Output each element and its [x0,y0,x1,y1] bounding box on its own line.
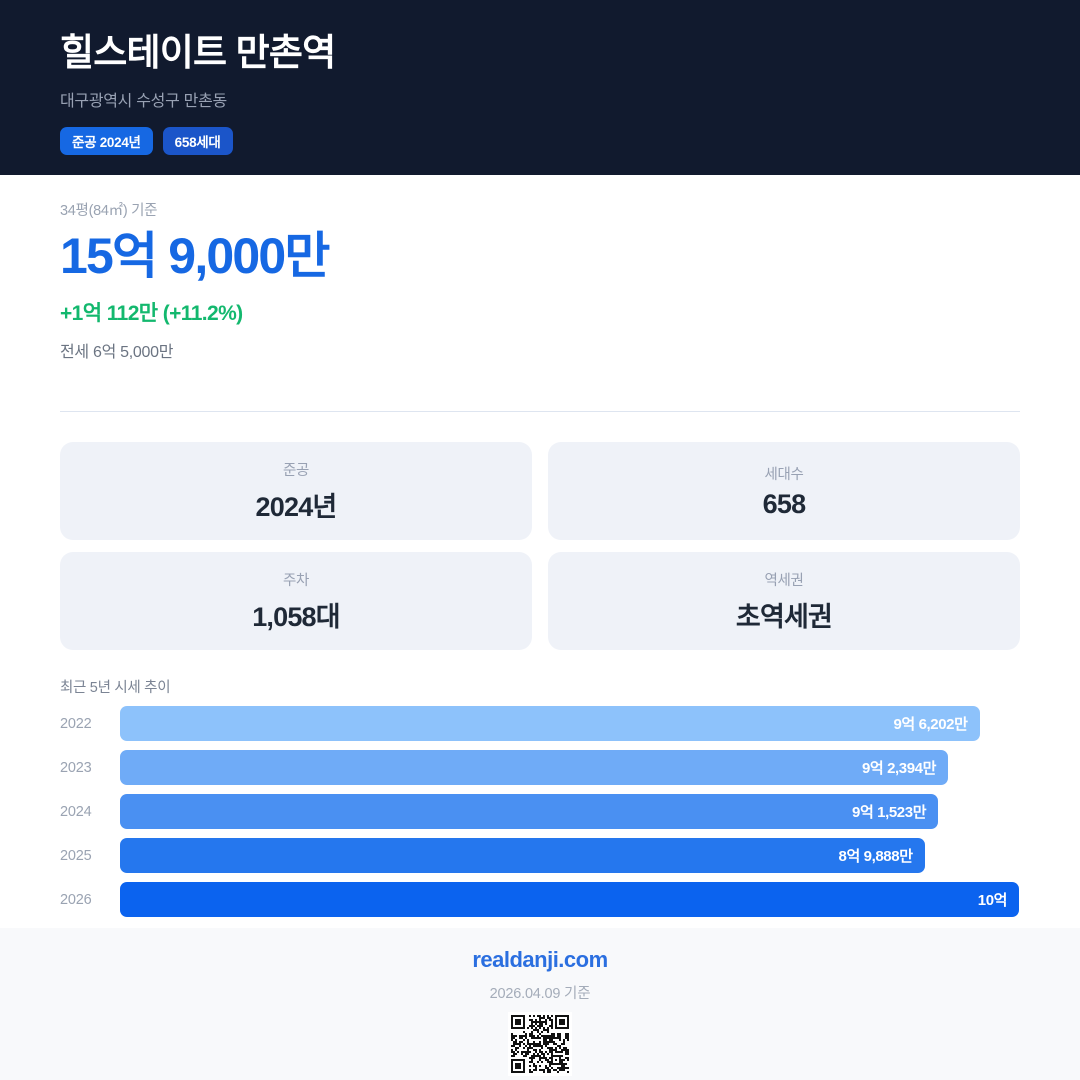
complex-name: 힐스테이트 만촌역 [60,32,336,73]
price-main-value: 15억 9,000만 [60,228,330,284]
price-section: 34평(84㎡) 기준 15억 9,000만 +1억 112만 (+11.2%)… [60,175,1020,362]
price-basis-label: 34평(84㎡) 기준 [60,203,158,219]
chart-bar-value-label: 10억 [977,892,1008,909]
section-divider [60,411,1020,412]
badge-completion-year: 준공 2024년 [60,127,153,156]
badge-group: 준공 2024년 658세대 [60,127,1020,156]
info-card-parking: 주차 1,058대 [60,552,532,650]
chart-bar-value-label: 9억 1,523만 [852,804,927,821]
chart-row-list: 2022 9억 6,202만 2023 9억 2,394만 2024 9억 1,523만 2… [60,706,1020,917]
chart-bar: 9억 1,523만 [120,794,939,829]
chart-bar-track: 9억 1,523만 [120,794,1020,829]
chart-row-year: 2024 [60,803,92,820]
info-card-value: 658 [762,488,806,519]
info-card-label: 주차 [282,572,310,589]
chart-row: 2024 9억 1,523만 [60,794,1020,829]
complex-address: 대구광역시 수성구 만촌동 [60,93,227,111]
info-card-label: 준공 [282,462,310,479]
info-card-completion: 준공 2024년 [60,442,532,540]
chart-row: 2025 8억 9,888만 [60,838,1020,873]
chart-bar-value-label: 8억 9,888만 [838,848,913,865]
chart-row-year: 2023 [60,759,92,776]
footer-reference-date: 2026.04.09 기준 [489,986,591,1002]
price-jeonse-value: 전세 6억 5,000만 [60,344,174,361]
info-card-label: 역세권 [764,572,804,589]
chart-title: 최근 5년 시세 추이 [60,680,171,696]
chart-bar-track: 9억 2,394만 [120,750,1020,785]
chart-row: 2022 9억 6,202만 [60,706,1020,741]
info-card-label: 세대수 [764,466,804,483]
footer: realdanji.com 2026.04.09 기준 [0,928,1080,1080]
chart-bar-track: 10억 [120,882,1020,917]
chart-bar: 9억 2,394만 [120,750,948,785]
body: 34평(84㎡) 기준 15억 9,000만 +1억 112만 (+11.2%)… [0,175,1080,928]
chart-bar-track: 9억 6,202만 [120,706,1020,741]
chart-bar: 9억 6,202만 [120,706,980,741]
chart-bar-track: 8억 9,888만 [120,838,1020,873]
qr-code-icon [508,1012,572,1076]
chart-bar-value-label: 9억 2,394만 [861,760,936,777]
info-card-value: 2024년 [255,491,338,522]
price-trend-chart: 최근 5년 시세 추이 2022 9억 6,202만 2023 9억 2,394만 20… [60,676,1020,917]
footer-site-url[interactable]: realdanji.com [472,947,608,972]
chart-row-year: 2026 [60,891,92,908]
chart-bar: 8억 9,888만 [120,838,925,873]
info-card-value: 초역세권 [735,601,833,632]
chart-row-year: 2025 [60,847,92,864]
price-change-value: +1억 112만 (+11.2%) [60,302,243,325]
header: 힐스테이트 만촌역 대구광역시 수성구 만촌동 준공 2024년 658세대 [0,0,1080,175]
chart-row-year: 2022 [60,715,92,732]
info-card-station-access: 역세권 초역세권 [548,552,1020,650]
info-card-value: 1,058대 [252,601,340,632]
chart-row: 2023 9억 2,394만 [60,750,1020,785]
badge-household-count: 658세대 [162,127,233,156]
info-card-grid: 준공 2024년 세대수 658 주차 1,058대 역세권 초역세권 [60,442,1020,650]
info-card-households: 세대수 658 [548,442,1020,540]
chart-bar: 10억 [120,882,1020,917]
chart-bar-value-label: 9억 6,202만 [893,716,968,733]
chart-row: 2026 10억 [60,882,1020,917]
